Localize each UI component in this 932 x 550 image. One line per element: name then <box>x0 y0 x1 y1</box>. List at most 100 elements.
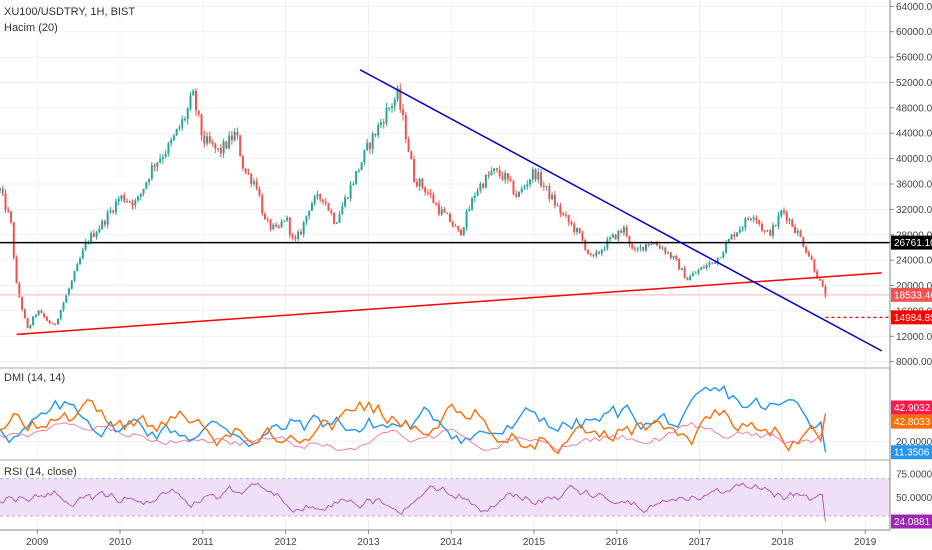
candle-body <box>446 212 449 214</box>
candle <box>824 284 827 299</box>
candle-body <box>725 242 728 253</box>
candle-body <box>785 212 788 221</box>
candle <box>206 131 209 147</box>
candle-body <box>139 193 142 197</box>
badge-adx: 42.9032 <box>891 400 932 415</box>
candle-body <box>639 246 642 249</box>
candle-body <box>26 317 29 329</box>
candle <box>454 223 457 227</box>
dmi-series-ADX <box>0 413 826 452</box>
candle <box>771 222 774 239</box>
candle <box>606 236 609 251</box>
candle <box>159 153 162 164</box>
candle-body <box>656 243 659 246</box>
candle-body <box>95 232 98 237</box>
candle-body <box>562 213 565 215</box>
candle <box>167 141 170 157</box>
candle <box>43 313 46 319</box>
candle <box>117 196 120 206</box>
candle <box>324 198 327 207</box>
candle <box>675 254 678 262</box>
candle <box>26 317 29 329</box>
candle-body <box>112 210 115 213</box>
candle-body <box>774 225 777 227</box>
candle <box>451 220 454 228</box>
candle-body <box>506 173 509 180</box>
candle-body <box>752 217 755 219</box>
rsi-panel[interactable] <box>0 459 890 522</box>
candle <box>291 232 294 241</box>
candle <box>471 196 474 212</box>
candle <box>598 250 601 255</box>
candle-body <box>230 135 233 141</box>
candle-body <box>164 153 167 158</box>
candle <box>45 315 48 322</box>
candle <box>247 168 250 176</box>
candle-body <box>647 244 650 246</box>
candle <box>760 221 763 232</box>
candle-body <box>437 204 440 215</box>
candle-body <box>471 198 474 210</box>
candle <box>178 124 181 131</box>
candle <box>600 248 603 257</box>
candle <box>360 162 363 171</box>
x-tick-label: 2019 <box>854 537 877 548</box>
candle <box>529 178 532 188</box>
candle <box>153 163 156 172</box>
candle <box>349 180 352 202</box>
candle-body <box>675 256 678 260</box>
candle-body <box>603 248 606 250</box>
candle-body <box>355 170 358 184</box>
candle <box>338 211 341 224</box>
x-tick-label: 2011 <box>192 537 214 548</box>
candle <box>377 122 380 138</box>
candle <box>123 192 126 204</box>
candle-body <box>440 209 443 215</box>
candle-body <box>12 222 15 258</box>
candle-body <box>228 135 231 149</box>
candle-body <box>559 205 562 214</box>
candle-body <box>816 271 819 279</box>
candle-body <box>371 133 374 149</box>
candle-body <box>346 197 349 199</box>
candle <box>495 167 498 173</box>
candle-body <box>308 210 311 216</box>
dmi-panel[interactable] <box>0 367 890 455</box>
candle-body <box>319 194 322 200</box>
candle <box>636 246 639 253</box>
candle-body <box>705 265 708 269</box>
candle <box>523 184 526 190</box>
candle <box>581 230 584 242</box>
candle <box>813 258 816 273</box>
x-tick-label: 2016 <box>606 537 629 548</box>
candle <box>379 118 382 129</box>
candle <box>785 210 788 225</box>
candle-body <box>29 324 32 329</box>
candle <box>741 225 744 232</box>
candle <box>277 224 280 229</box>
candle <box>595 249 598 259</box>
candle <box>79 256 82 266</box>
candle-body <box>222 141 225 154</box>
badge-di-minus-bg <box>891 414 932 429</box>
candle-body <box>330 210 333 213</box>
candle <box>622 224 625 237</box>
price-panel[interactable] <box>0 69 890 352</box>
candle <box>4 189 7 213</box>
candle <box>625 224 628 238</box>
y-tick-label: 48000.00 <box>896 103 932 114</box>
y-tick-label: 52000.00 <box>896 78 932 89</box>
candle <box>578 227 581 234</box>
candle <box>617 229 620 242</box>
candle-body <box>214 143 217 149</box>
badge-last-price-bg <box>891 287 932 302</box>
candle <box>460 228 463 237</box>
badge-di-plus-bg <box>891 445 932 460</box>
candle <box>713 262 716 264</box>
candle <box>280 218 283 229</box>
candle <box>733 231 736 240</box>
candle-body <box>56 318 59 325</box>
candle <box>156 162 159 172</box>
